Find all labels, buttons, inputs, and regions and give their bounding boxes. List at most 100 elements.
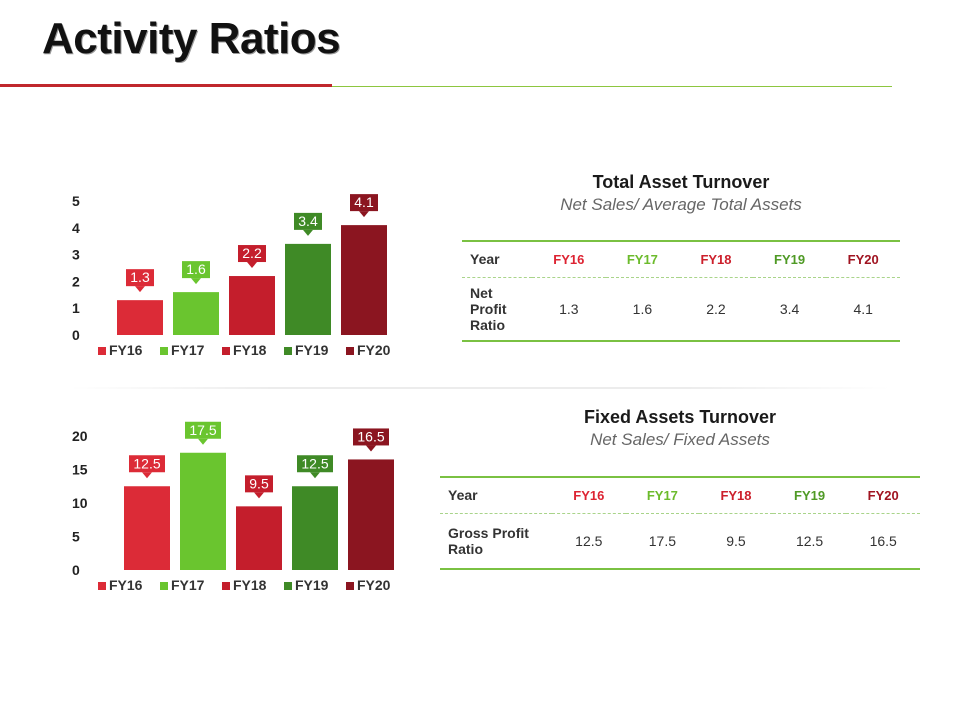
y-tick-label: 5: [72, 193, 80, 209]
data-label-pointer: [359, 211, 369, 218]
y-tick-label: 5: [72, 529, 80, 545]
legend-item-fy16: FY16: [98, 577, 143, 593]
data-label-pointer: [142, 472, 152, 479]
table-row: Gross Profit Ratio 12.5 17.5 9.5 12.5 16…: [440, 513, 920, 569]
table-header-row: Year FY16 FY17 FY18 FY19 FY20: [462, 241, 900, 277]
legend-item-fy16: FY16: [98, 342, 143, 358]
value-fy20: 4.1: [853, 300, 873, 317]
y-tick-label: 15: [72, 462, 88, 478]
bar-fy19: [292, 486, 338, 570]
legend-swatch: [98, 347, 106, 355]
legend-label: FY16: [109, 342, 143, 358]
data-label-pointer: [135, 286, 145, 293]
page-title: Activity Ratios: [42, 14, 341, 63]
year-header-fy20: FY20: [847, 251, 879, 267]
data-label-box: [185, 421, 221, 439]
y-tick-label: 20: [72, 428, 88, 444]
year-header-fy16: FY16: [573, 487, 605, 503]
data-label-text: 4.1: [354, 194, 374, 210]
legend-item-fy17: FY17: [160, 342, 205, 358]
data-label-box: [182, 261, 210, 279]
value-fy16: 1.3: [559, 300, 579, 317]
legend-item-fy18: FY18: [222, 342, 267, 358]
data-label-text: 1.3: [130, 269, 150, 285]
year-header-fy18: FY18: [720, 487, 752, 503]
data-label-text: 12.5: [133, 455, 160, 471]
panel2-subtitle: Net Sales/ Fixed Assets: [590, 430, 770, 449]
bar-fy17: [180, 452, 226, 570]
panel2-title: Fixed Assets Turnover: [583, 407, 777, 427]
fixed-assets-turnover-chart: 0 5 10 15 20 12.5 17.5 9.5 12.5 16.5 FY16 FY17 FY18 F…: [72, 421, 394, 593]
legend-swatch: [346, 582, 354, 590]
data-label-text: 12.5: [301, 455, 328, 471]
data-label-pointer: [366, 445, 376, 452]
value-fy18: 2.2: [706, 300, 726, 317]
data-label-box: [245, 475, 273, 493]
bar-fy17: [173, 292, 219, 335]
legend-swatch: [222, 347, 230, 355]
data-label-text: 9.5: [249, 475, 269, 491]
data-label-fy20: 4.1: [350, 194, 378, 218]
table-row: Net Profit Ratio 1.3 1.6 2.2 3.4 4.1: [462, 277, 900, 341]
bar-fy16: [124, 486, 170, 570]
data-label-pointer: [310, 472, 320, 479]
year-header-fy17: FY17: [646, 487, 678, 503]
data-label-text: 17.5: [189, 422, 216, 438]
row-label-line: Ratio: [448, 540, 483, 557]
row-label-line: Ratio: [470, 316, 505, 333]
legend-item-fy17: FY17: [160, 577, 205, 593]
data-label-pointer: [303, 229, 313, 236]
panel1-header: Total Asset Turnover Net Sales/ Average …: [462, 172, 900, 215]
total-asset-turnover-chart: 0 1 2 3 4 5 1.3 1.6 2.2 3.4 4.1 FY16 FY17 FY18 FY19 FY2…: [72, 193, 391, 358]
data-label-text: 16.5: [357, 428, 384, 444]
data-label-fy16: 12.5: [129, 455, 165, 479]
title-underline-red: [0, 84, 332, 87]
legend-item-fy19: FY19: [284, 577, 329, 593]
data-label-pointer: [247, 262, 257, 269]
legend-swatch: [160, 347, 168, 355]
row-label-line: Profit: [470, 300, 507, 317]
panel2-table: Year FY16 FY17 FY18 FY19 FY20 Gross Prof…: [440, 476, 920, 570]
data-label-fy19: 3.4: [294, 212, 322, 236]
legend-label: FY19: [295, 342, 329, 358]
year-header-fy16: FY16: [553, 251, 585, 267]
panel1-subtitle: Net Sales/ Average Total Assets: [560, 195, 802, 214]
data-label-box: [238, 245, 266, 263]
data-label-pointer: [254, 492, 264, 499]
data-label-box: [350, 194, 378, 212]
bar-fy16: [117, 300, 163, 335]
legend-label: FY20: [357, 577, 391, 593]
data-label-fy17: 17.5: [185, 421, 221, 445]
data-label-fy18: 2.2: [238, 245, 266, 269]
data-label-text: 2.2: [242, 245, 262, 261]
value-fy19: 3.4: [779, 300, 800, 317]
year-header: Year: [470, 251, 500, 268]
value-fy20: 16.5: [869, 532, 897, 549]
y-tick-label: 2: [72, 273, 80, 289]
year-header-fy20: FY20: [867, 487, 899, 503]
legend-label: FY16: [109, 577, 143, 593]
value-fy18: 9.5: [726, 532, 746, 549]
y-tick-label: 0: [72, 562, 80, 578]
data-label-box: [129, 455, 165, 473]
data-label-fy19: 12.5: [297, 455, 333, 479]
bar-fy20: [348, 459, 394, 570]
value-fy17: 17.5: [648, 532, 677, 549]
legend-swatch: [222, 582, 230, 590]
panel1-table: Year FY16 FY17 FY18 FY19 FY20 Net Profit…: [462, 240, 900, 342]
row-label: Gross Profit Ratio: [440, 513, 552, 569]
bar-fy19: [285, 243, 331, 335]
year-header-fy19: FY19: [794, 487, 826, 503]
year-header-fy19: FY19: [774, 251, 806, 267]
year-header-fy17: FY17: [626, 251, 658, 267]
title-underline-green: [332, 86, 892, 87]
data-label-fy20: 16.5: [353, 428, 389, 452]
y-tick-label: 1: [72, 300, 80, 316]
data-label-fy17: 1.6: [182, 261, 210, 285]
data-label-pointer: [198, 438, 208, 445]
table-header-row: Year FY16 FY17 FY18 FY19 FY20: [440, 477, 920, 513]
y-tick-label: 3: [72, 247, 80, 263]
data-label-box: [353, 428, 389, 446]
data-label-text: 3.4: [298, 213, 318, 229]
bar-fy18: [229, 276, 275, 335]
